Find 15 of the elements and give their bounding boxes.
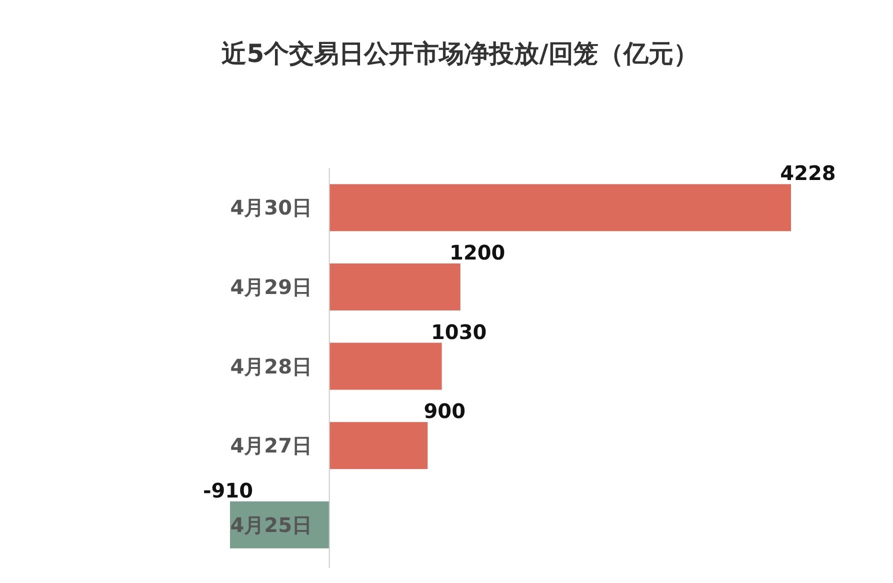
data-label: 1200 xyxy=(450,240,506,264)
chart-title: 近5个交易日公开市场净投放/回笼（亿元） xyxy=(222,39,698,68)
bar xyxy=(329,342,442,390)
data-label: 900 xyxy=(424,399,466,424)
data-label: 4228 xyxy=(780,161,836,186)
y-tick-label: 4月28日 xyxy=(230,354,312,378)
y-tick-label: 4月27日 xyxy=(230,434,312,458)
bar xyxy=(329,422,428,470)
bar xyxy=(329,184,791,232)
y-tick-label: 4月30日 xyxy=(230,196,312,220)
data-label: 1030 xyxy=(430,320,487,344)
y-tick-label: 4月25日 xyxy=(230,512,312,537)
y-tick-label: 4月29日 xyxy=(230,274,312,299)
data-label: -910 xyxy=(202,478,254,502)
bar xyxy=(329,263,460,310)
